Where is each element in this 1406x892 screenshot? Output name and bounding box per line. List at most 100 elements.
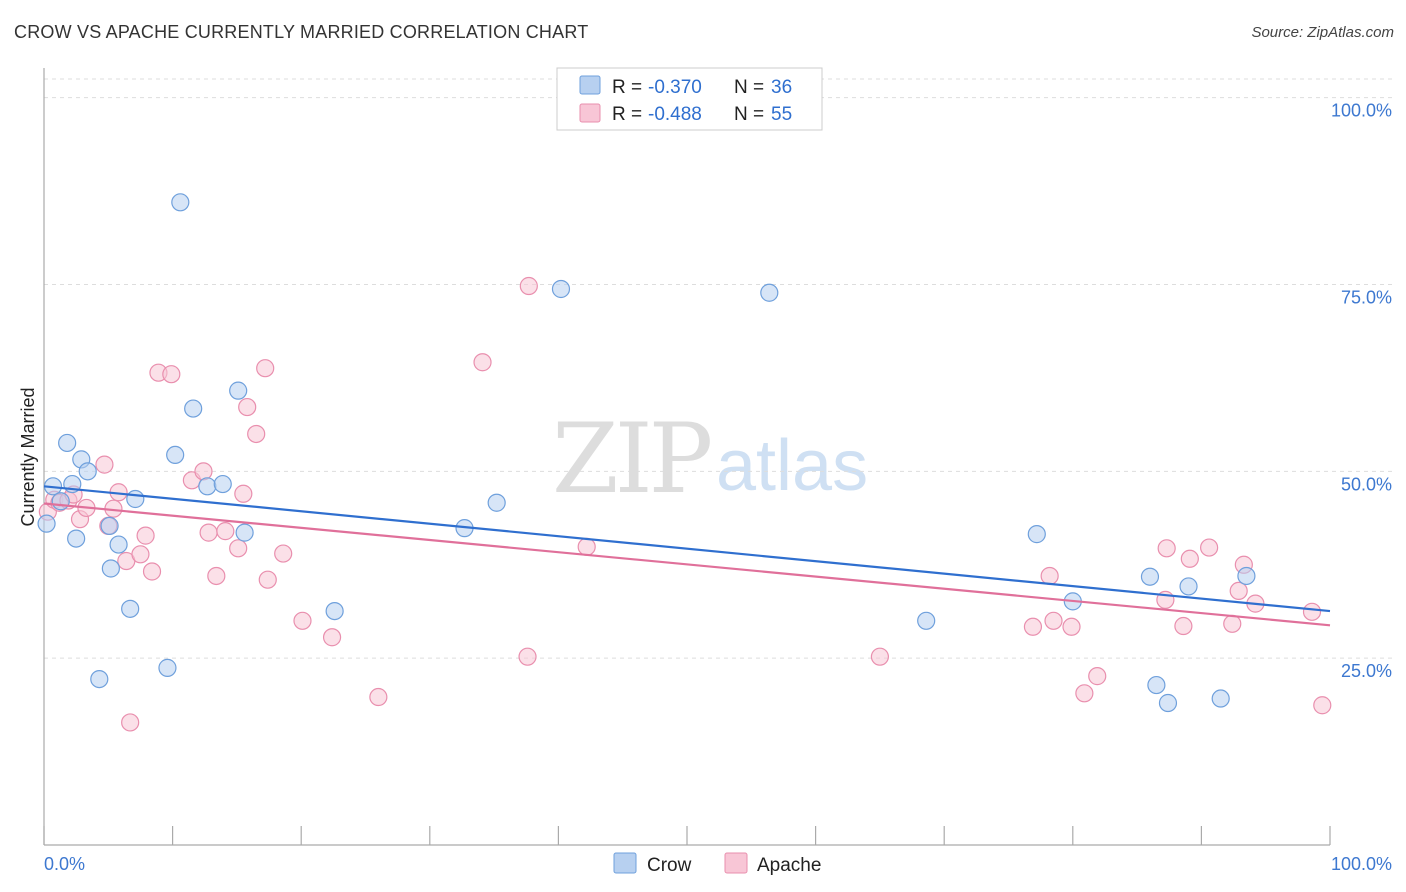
apache-point: [136, 526, 155, 545]
trend-lines: [43, 485, 1331, 627]
crow-point: [1179, 577, 1198, 596]
crow-point: [760, 283, 779, 302]
apache-point: [247, 424, 266, 444]
apache-point: [369, 687, 388, 707]
crow-point: [158, 658, 177, 677]
apache-point: [1044, 611, 1063, 630]
apache-point: [216, 522, 235, 541]
legend-label-apache: Apache: [757, 855, 821, 876]
apache-point: [207, 566, 226, 586]
apache-point: [1200, 538, 1219, 557]
apache-point: [1075, 684, 1094, 703]
apache-point: [142, 562, 162, 581]
apache-point: [1157, 539, 1176, 558]
stat-r-value-apache: -0.488: [648, 104, 702, 125]
crow-point: [78, 462, 97, 481]
apache-point: [577, 537, 596, 556]
apache-point: [473, 353, 492, 372]
stat-n-value-crow: 36: [771, 77, 792, 98]
crow-point: [90, 669, 109, 689]
crow-point: [51, 492, 70, 511]
crow-point: [184, 399, 203, 418]
apache-point: [199, 523, 218, 542]
apache-point: [256, 359, 275, 378]
stat-r-label-apache: R =: [612, 104, 642, 125]
crow-point: [1140, 567, 1160, 586]
legend-swatch-crow: [613, 852, 637, 874]
stat-n-value-apache: 55: [771, 104, 792, 125]
crow-point: [917, 611, 936, 630]
stat-swatch-apache: [579, 103, 601, 123]
apache-point: [234, 484, 253, 503]
apache-point: [293, 611, 312, 630]
apache-point: [95, 455, 114, 474]
apache-point: [131, 545, 150, 564]
apache-point: [1229, 581, 1248, 601]
y-tick-label: 25.0%: [1341, 661, 1392, 681]
stat-r-label-crow: R =: [612, 77, 642, 98]
crow-point: [121, 599, 140, 618]
crow-point: [126, 489, 145, 509]
watermark-atlas: atlas: [716, 426, 868, 506]
apache-point: [274, 544, 293, 563]
stat-n-label-apache: N =: [734, 104, 764, 125]
crow-point: [166, 445, 185, 465]
apache-point: [1302, 602, 1322, 621]
apache-point: [1062, 617, 1081, 636]
legend-label-crow: Crow: [647, 855, 692, 876]
crow-point: [1147, 675, 1166, 695]
crow-point: [229, 381, 248, 400]
x-axis-ticks: [43, 826, 1331, 845]
apache-point: [870, 647, 890, 666]
y-axis-label: Currently Married: [18, 387, 38, 526]
crow-point: [1158, 693, 1178, 713]
apache-point: [519, 276, 538, 296]
apache-point: [1223, 614, 1242, 633]
crow-point: [1237, 566, 1256, 586]
y-tick-label: 100.0%: [1331, 101, 1392, 121]
apache-point: [258, 570, 277, 589]
legend-swatch-apache: [724, 852, 748, 874]
apache-point: [1180, 549, 1199, 568]
crow-point: [198, 477, 217, 496]
crow-point: [551, 279, 571, 299]
x-tick-label-max: 100.0%: [1331, 854, 1392, 874]
apache-point: [322, 628, 342, 647]
stat-swatch-crow: [579, 75, 601, 95]
stat-r-value-crow: -0.370: [648, 77, 702, 98]
y-tick-labels: 25.0% 50.0% 75.0% 100.0%: [1331, 101, 1392, 681]
chart-title: CROW VS APACHE CURRENTLY MARRIED CORRELA…: [14, 22, 589, 42]
crow-point: [1027, 525, 1046, 544]
apache-point: [1040, 566, 1059, 586]
crow-trend-line: [43, 485, 1331, 613]
crow-point: [235, 523, 254, 542]
crow-point: [100, 516, 119, 535]
apache-point: [229, 539, 248, 558]
apache-point: [1023, 617, 1043, 636]
crow-point: [213, 474, 232, 494]
crow-point: [101, 559, 120, 578]
gridlines: [44, 78, 1392, 659]
crow-point: [37, 514, 56, 533]
crow-point: [171, 193, 190, 212]
apache-point: [1088, 667, 1107, 686]
apache-point: [194, 462, 213, 481]
watermark-zip: ZIP: [552, 403, 711, 515]
legend: Crow Apache: [613, 852, 821, 876]
crow-point: [67, 529, 86, 548]
crow-point: [325, 601, 344, 621]
apache-trend-line: [43, 502, 1331, 627]
apache-point: [162, 365, 181, 384]
source-label: Source: ZipAtlas.com: [1251, 24, 1394, 41]
y-tick-label: 75.0%: [1341, 288, 1392, 308]
apache-point: [518, 647, 537, 666]
x-tick-label-min: 0.0%: [44, 854, 85, 874]
crow-point: [487, 493, 506, 512]
apache-point: [1174, 616, 1193, 636]
crow-point: [1211, 689, 1230, 708]
apache-point: [238, 397, 257, 417]
crow-point: [58, 433, 77, 453]
stat-n-label-crow: N =: [734, 77, 764, 98]
crow-point: [109, 535, 128, 554]
